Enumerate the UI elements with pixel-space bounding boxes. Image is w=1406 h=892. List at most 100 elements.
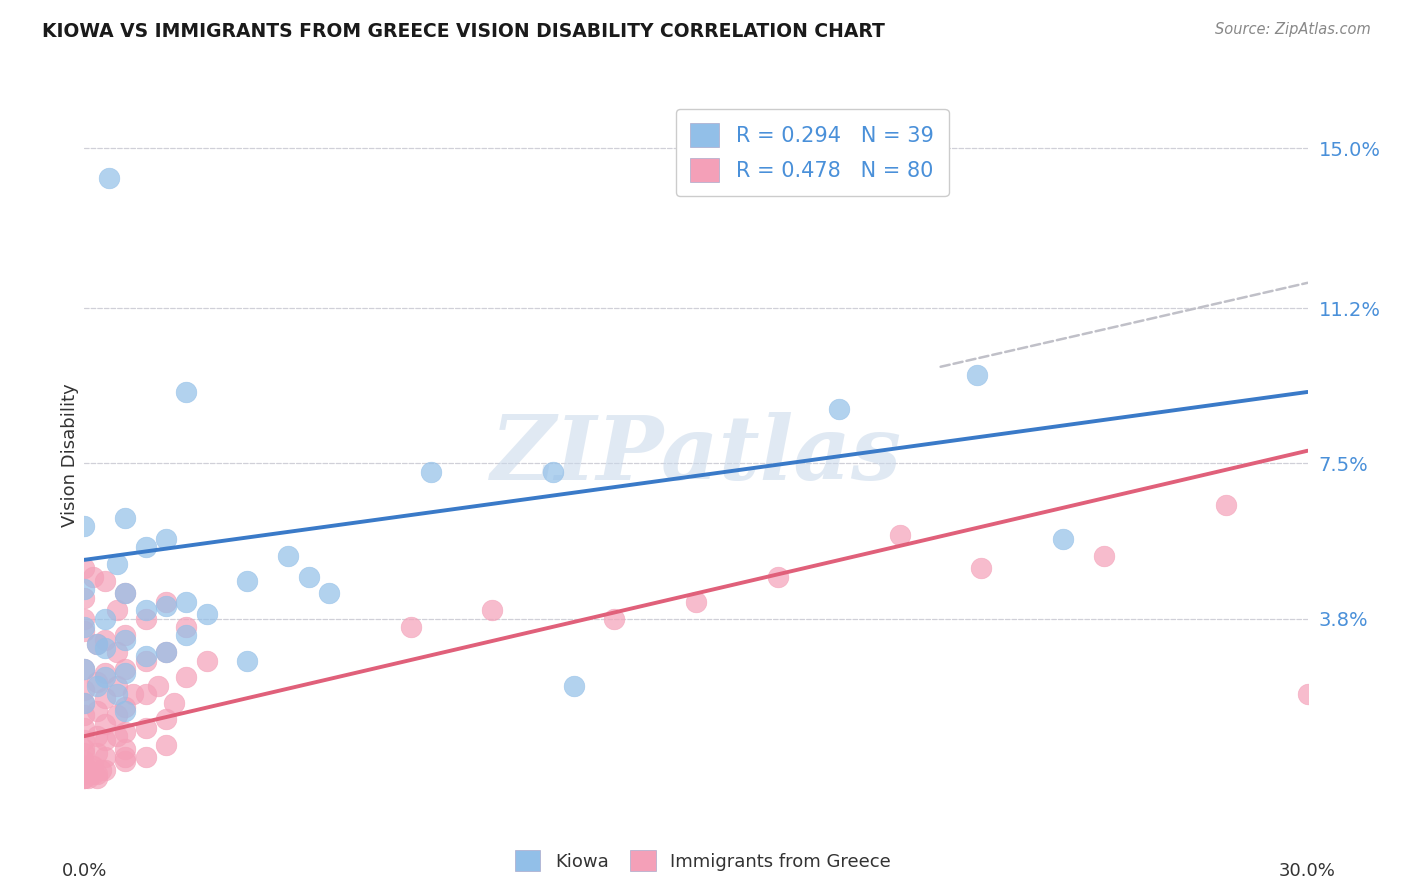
Point bbox=[1052, 532, 1074, 546]
Point bbox=[135, 612, 157, 626]
Point bbox=[236, 574, 259, 588]
Point bbox=[135, 687, 157, 701]
Point bbox=[86, 637, 108, 651]
Legend: R = 0.294   N = 39, R = 0.478   N = 80: R = 0.294 N = 39, R = 0.478 N = 80 bbox=[676, 109, 949, 196]
Point bbox=[105, 603, 128, 617]
Point bbox=[562, 679, 585, 693]
Y-axis label: Vision Disability: Vision Disability bbox=[62, 383, 80, 527]
Point bbox=[889, 527, 911, 541]
Point bbox=[420, 465, 443, 479]
Point bbox=[73, 741, 96, 756]
Point bbox=[93, 632, 117, 647]
Point bbox=[86, 767, 108, 781]
Point bbox=[176, 384, 198, 399]
Point bbox=[86, 674, 108, 689]
Point bbox=[73, 612, 96, 626]
Point bbox=[93, 691, 117, 706]
Point bbox=[73, 624, 96, 639]
Point bbox=[73, 708, 96, 723]
Point bbox=[93, 640, 117, 655]
Point bbox=[114, 725, 136, 739]
Point bbox=[73, 767, 96, 781]
Point bbox=[135, 603, 157, 617]
Point bbox=[93, 612, 117, 626]
Point bbox=[155, 712, 177, 726]
Point bbox=[86, 729, 108, 743]
Point bbox=[86, 637, 108, 651]
Point bbox=[135, 649, 157, 664]
Point bbox=[73, 662, 96, 676]
Point bbox=[135, 750, 157, 764]
Point bbox=[93, 670, 117, 684]
Point bbox=[73, 767, 96, 781]
Point bbox=[114, 511, 136, 525]
Text: 0.0%: 0.0% bbox=[62, 862, 107, 880]
Point bbox=[73, 763, 96, 777]
Point bbox=[135, 721, 157, 735]
Point bbox=[73, 771, 96, 785]
Point bbox=[82, 767, 104, 781]
Point bbox=[73, 755, 96, 769]
Point bbox=[105, 679, 128, 693]
Point bbox=[90, 763, 112, 777]
Point bbox=[298, 569, 321, 583]
Point bbox=[73, 662, 96, 676]
Point bbox=[73, 758, 96, 772]
Point bbox=[105, 687, 128, 701]
Point bbox=[86, 771, 108, 785]
Point bbox=[135, 654, 157, 668]
Point bbox=[73, 591, 96, 605]
Point bbox=[176, 595, 198, 609]
Point bbox=[86, 746, 108, 760]
Point bbox=[1215, 498, 1237, 512]
Point bbox=[77, 767, 100, 781]
Point bbox=[73, 620, 96, 634]
Point bbox=[114, 750, 136, 764]
Point bbox=[77, 763, 100, 777]
Point bbox=[93, 574, 117, 588]
Point bbox=[105, 645, 128, 659]
Point bbox=[970, 561, 993, 575]
Point bbox=[77, 771, 100, 785]
Point bbox=[163, 696, 186, 710]
Point bbox=[93, 716, 117, 731]
Point bbox=[114, 586, 136, 600]
Point bbox=[114, 628, 136, 642]
Point bbox=[73, 519, 96, 533]
Text: Source: ZipAtlas.com: Source: ZipAtlas.com bbox=[1215, 22, 1371, 37]
Point bbox=[543, 465, 565, 479]
Point bbox=[155, 595, 177, 609]
Point bbox=[93, 733, 117, 747]
Point bbox=[176, 620, 198, 634]
Point bbox=[114, 662, 136, 676]
Point bbox=[176, 628, 198, 642]
Point bbox=[93, 750, 117, 764]
Point bbox=[1296, 687, 1319, 701]
Point bbox=[93, 763, 117, 777]
Point bbox=[155, 645, 177, 659]
Point bbox=[73, 721, 96, 735]
Point bbox=[114, 666, 136, 681]
Point bbox=[73, 771, 96, 785]
Point bbox=[399, 620, 422, 634]
Point bbox=[114, 755, 136, 769]
Point bbox=[236, 654, 259, 668]
Point bbox=[155, 599, 177, 613]
Point bbox=[135, 541, 157, 555]
Point bbox=[114, 699, 136, 714]
Point bbox=[155, 738, 177, 752]
Point bbox=[105, 729, 128, 743]
Point bbox=[122, 687, 145, 701]
Point bbox=[114, 632, 136, 647]
Point bbox=[97, 170, 120, 185]
Point bbox=[73, 746, 96, 760]
Point bbox=[481, 603, 503, 617]
Point bbox=[73, 561, 96, 575]
Point bbox=[114, 586, 136, 600]
Point bbox=[277, 549, 299, 563]
Point bbox=[73, 696, 96, 710]
Point bbox=[685, 595, 707, 609]
Point bbox=[1092, 549, 1115, 563]
Point bbox=[82, 758, 104, 772]
Text: KIOWA VS IMMIGRANTS FROM GREECE VISION DISABILITY CORRELATION CHART: KIOWA VS IMMIGRANTS FROM GREECE VISION D… bbox=[42, 22, 884, 41]
